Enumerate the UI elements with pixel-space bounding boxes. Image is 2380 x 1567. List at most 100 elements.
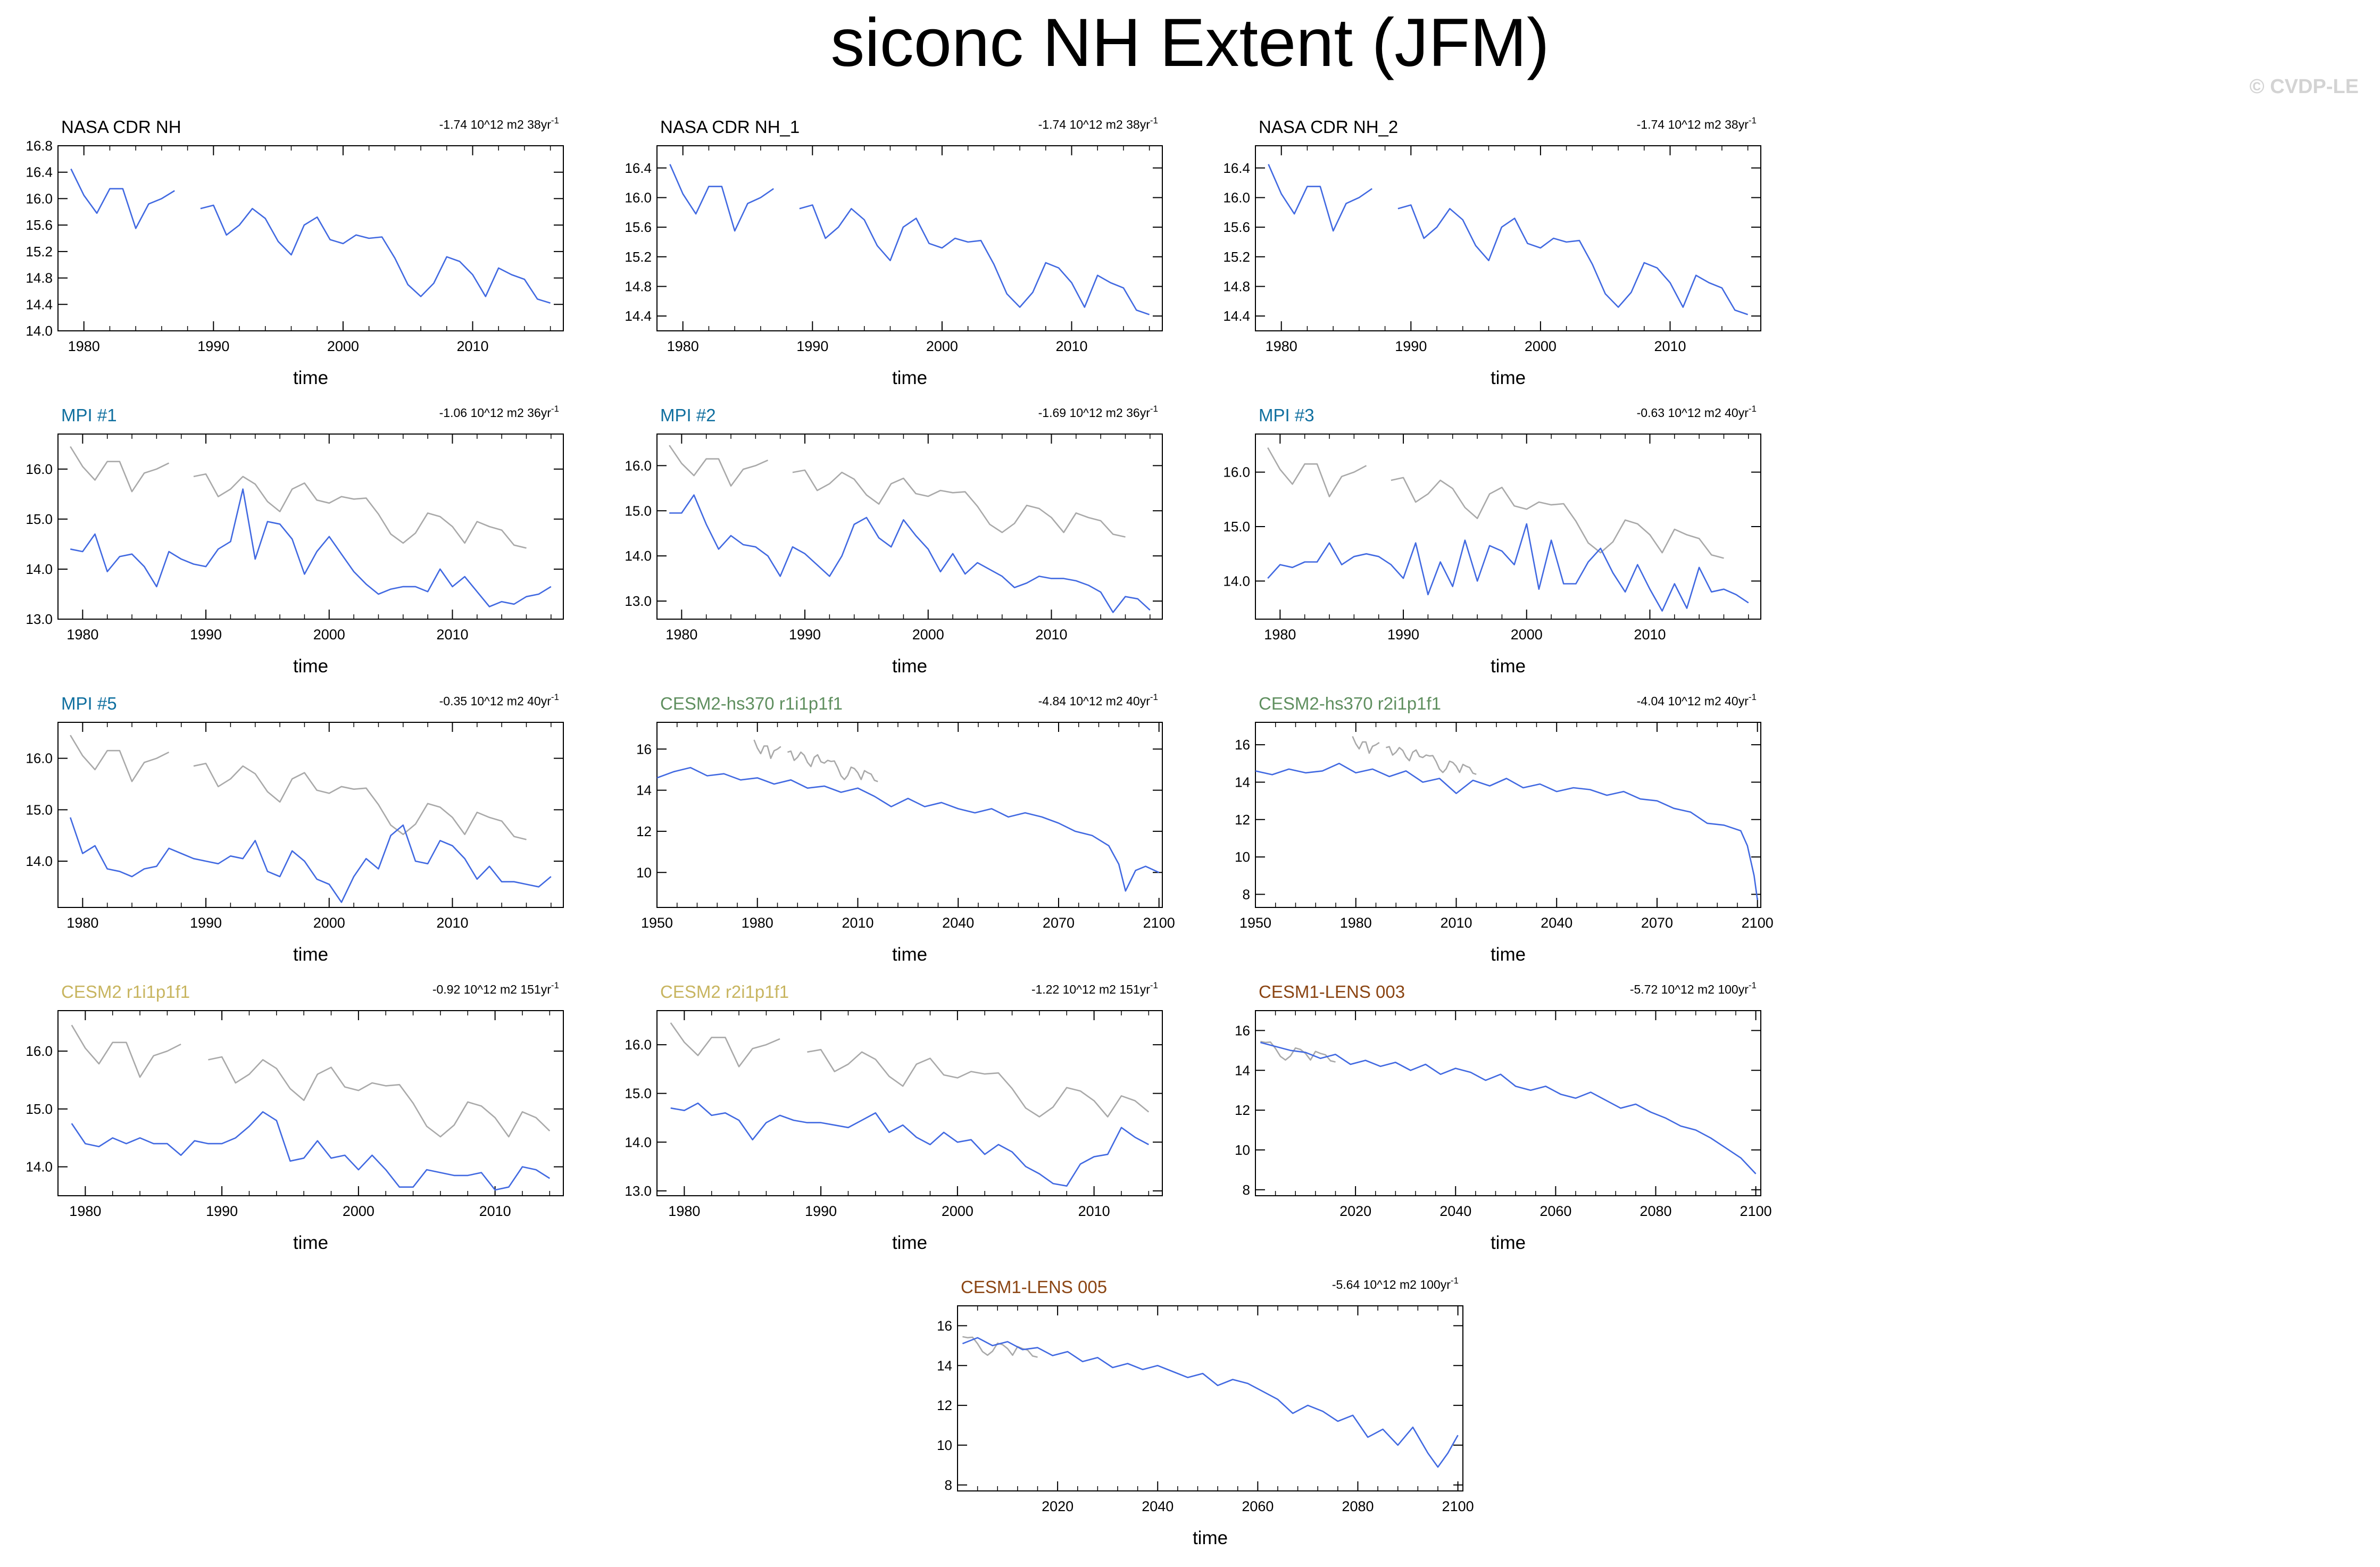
y-tick-label: 14.4: [1223, 308, 1250, 324]
x-tick-label: 2010: [1654, 338, 1686, 354]
x-axis-label: time: [1491, 944, 1526, 965]
x-tick-label: 2100: [1740, 1203, 1772, 1219]
y-tick-label: 14.4: [26, 296, 53, 312]
y-tick-label: 16.0: [26, 751, 53, 766]
y-tick-label: 10: [1235, 1142, 1250, 1158]
x-tick-label: 1980: [69, 1203, 101, 1219]
x-tick-label: 1950: [1239, 915, 1271, 931]
plot-frame: [57, 434, 564, 620]
x-tick-label: 2000: [313, 627, 345, 643]
model-series-line: [1255, 763, 1758, 901]
chart-panel: NASA CDR NH -1.74 10^12 m2 38yr-1 1980 1990…: [26, 115, 564, 388]
x-tick-label: 2010: [436, 627, 468, 643]
x-axis-label: time: [293, 944, 328, 965]
x-tick-label: 1980: [1264, 627, 1296, 643]
plot-frame: [656, 1010, 1163, 1196]
x-tick-label: 1950: [641, 915, 673, 931]
y-tick-label: 15.0: [26, 802, 53, 818]
trend-exponent: -1: [551, 404, 559, 414]
trend-label: -5.72 10^12 m2 100yr-1: [1630, 980, 1757, 996]
y-tick-label: 15.6: [1223, 219, 1250, 235]
x-axis-label: time: [892, 1232, 927, 1253]
chart-panel: CESM2-hs370 r1i1p1f1 -4.84 10^12 m2 40yr-…: [636, 692, 1175, 965]
y-tick-label: 15.6: [26, 217, 53, 233]
x-tick-label: 2020: [1042, 1498, 1074, 1514]
panel-title: MPI #1: [61, 405, 117, 425]
x-tick-label: 2080: [1342, 1498, 1374, 1514]
y-tick-label: 15.2: [26, 244, 53, 260]
y-tick-label: 16.0: [1223, 189, 1250, 205]
y-tick-label: 10: [937, 1437, 952, 1453]
x-tick-label: 2000: [327, 338, 359, 354]
trend-label: -1.22 10^12 m2 151yr-1: [1031, 980, 1158, 996]
x-tick-label: 2000: [343, 1203, 375, 1219]
y-tick-label: 12: [1235, 1102, 1250, 1118]
plot-frame: [957, 1305, 1463, 1491]
observations-series-line: [1267, 447, 1724, 559]
observations-series-line: [70, 735, 527, 840]
y-tick-label: 16.4: [26, 164, 53, 180]
y-tick-label: 15.2: [625, 249, 652, 265]
panel-title: NASA CDR NH: [61, 117, 181, 137]
x-tick-label: 2000: [1511, 627, 1543, 643]
x-tick-label: 2010: [436, 915, 468, 931]
chart-panel: CESM1-LENS 003 -5.72 10^12 m2 100yr-1 2020…: [1235, 980, 1772, 1253]
trend-exponent: -1: [551, 692, 559, 702]
y-tick-label: 14: [636, 782, 652, 798]
x-axis-label: time: [892, 656, 927, 677]
x-tick-label: 2060: [1242, 1498, 1274, 1514]
y-tick-label: 14.8: [26, 270, 53, 286]
x-tick-label: 2010: [1035, 627, 1067, 643]
y-tick-label: 12: [1235, 812, 1250, 828]
x-tick-label: 2000: [313, 915, 345, 931]
x-tick-label: 2070: [1043, 915, 1075, 931]
observations-series-line: [669, 445, 1126, 538]
x-tick-label: 1980: [668, 1203, 700, 1219]
y-tick-label: 15.0: [625, 1086, 652, 1102]
x-axis-label: time: [892, 368, 927, 388]
chart-panel: MPI #3 -0.63 10^12 m2 40yr-1 1980 1990 2000 2…: [1223, 404, 1761, 677]
x-axis-label: time: [1491, 368, 1526, 388]
panel-title: CESM2-hs370 r1i1p1f1: [660, 694, 843, 713]
trend-exponent: -1: [1749, 404, 1757, 414]
y-tick-label: 12: [636, 823, 652, 839]
model-series-line: [670, 1102, 1149, 1187]
y-tick-label: 10: [1235, 849, 1250, 865]
chart-panel: MPI #2 -1.69 10^12 m2 36yr-1 1980 1990 2000 2…: [625, 404, 1163, 677]
model-series-line: [657, 766, 1160, 892]
y-tick-label: 15.0: [625, 503, 652, 519]
trend-label: -1.06 10^12 m2 36yr-1: [439, 404, 559, 420]
trend-exponent: -1: [1150, 692, 1158, 702]
x-tick-label: 1980: [66, 915, 98, 931]
y-tick-label: 14.8: [625, 278, 652, 294]
plot-frame: [57, 1010, 564, 1196]
x-tick-label: 2000: [1525, 338, 1557, 354]
trend-label: -0.92 10^12 m2 151yr-1: [432, 980, 559, 996]
panel-title: MPI #2: [660, 405, 716, 425]
model-series-line: [669, 494, 1151, 613]
model-series-line: [71, 1111, 550, 1191]
x-tick-label: 2010: [1634, 627, 1666, 643]
x-tick-label: 1990: [197, 338, 229, 354]
x-tick-label: 1980: [66, 627, 98, 643]
x-tick-label: 2000: [942, 1203, 973, 1219]
x-tick-label: 2070: [1641, 915, 1673, 931]
trend-label: -1.69 10^12 m2 36yr-1: [1038, 404, 1158, 420]
y-tick-label: 16.0: [26, 190, 53, 206]
x-tick-label: 1990: [190, 627, 222, 643]
y-tick-label: 13.0: [26, 611, 53, 627]
plot-frame: [1255, 722, 1761, 908]
chart-panel: MPI #1 -1.06 10^12 m2 36yr-1 1980 1990 2000 2…: [26, 404, 564, 677]
trend-label: -1.74 10^12 m2 38yr-1: [439, 115, 559, 131]
x-tick-label: 2010: [842, 915, 873, 931]
page-title: siconc NH Extent (JFM): [830, 5, 1550, 81]
x-tick-label: 1980: [742, 915, 773, 931]
y-tick-label: 16: [1235, 737, 1250, 753]
model-series-line: [70, 168, 551, 304]
trend-exponent: -1: [1150, 115, 1158, 126]
trend-label: -4.84 10^12 m2 40yr-1: [1038, 692, 1158, 708]
x-tick-label: 2040: [942, 915, 974, 931]
observations-series-line: [71, 1024, 551, 1138]
x-tick-label: 1990: [796, 338, 828, 354]
